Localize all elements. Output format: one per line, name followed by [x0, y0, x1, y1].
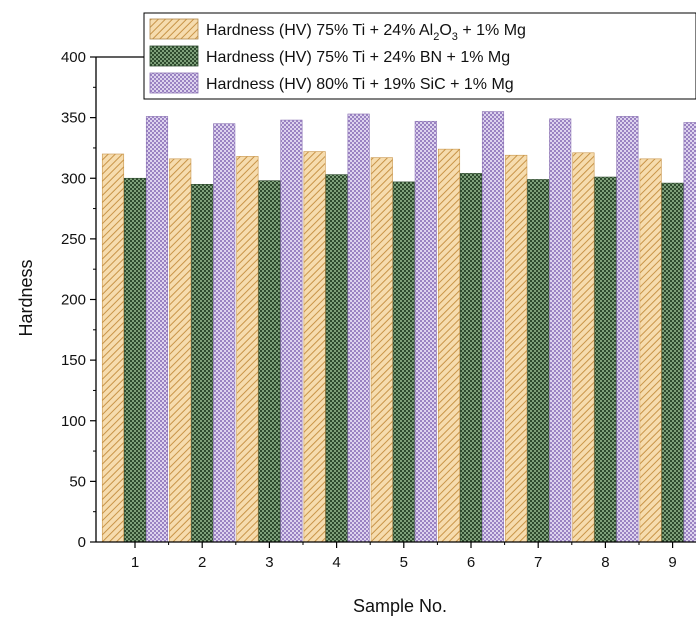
bar-series-1-sample-8 — [572, 152, 595, 543]
bar-series-3-sample-3 — [280, 119, 303, 543]
bar-series-1-sample-2 — [169, 158, 192, 543]
bar-series-1-sample-4 — [303, 151, 326, 543]
bar-series-2-sample-5 — [392, 181, 415, 543]
bar-series-3-sample-2 — [213, 123, 236, 543]
bar-series-1-sample-3 — [236, 156, 259, 543]
legend-swatch-series-2 — [149, 45, 199, 67]
x-tick-label: 4 — [332, 554, 340, 571]
y-tick-label: 100 — [61, 413, 86, 430]
x-ticks: 1 2 3 4 5 6 7 8 9 — [131, 542, 677, 571]
bar-series-2-sample-2 — [191, 184, 214, 543]
legend-label-series-2: Hardness (HV) 75% Ti + 24% BN + 1% Mg — [206, 49, 510, 66]
x-tick-label: 9 — [668, 554, 676, 571]
x-tick-label: 2 — [198, 554, 206, 571]
y-axis-title: Hardness — [16, 259, 36, 336]
legend-label-series-1: Hardness (HV) 75% Ti + 24% Al2O3 + 1% Mg — [206, 22, 526, 43]
x-tick-label: 3 — [265, 554, 273, 571]
bar-series-3-sample-5 — [414, 120, 437, 543]
y-tick-label: 50 — [69, 473, 86, 490]
legend-swatch-series-3 — [149, 72, 199, 94]
bars — [101, 111, 696, 543]
bar-series-3-sample-1 — [145, 116, 169, 543]
bar-series-3-sample-8 — [616, 116, 639, 543]
legend-label-series-3: Hardness (HV) 80% Ti + 19% SiC + 1% Mg — [206, 76, 514, 93]
y-tick-label: 250 — [61, 231, 86, 248]
x-tick-label: 5 — [400, 554, 408, 571]
bar-series-1-sample-9 — [639, 158, 662, 543]
bar-series-2-sample-4 — [325, 174, 348, 543]
bar-series-2-sample-1 — [123, 177, 147, 543]
bar-series-3-sample-7 — [549, 118, 572, 543]
bar-series-1-sample-7 — [505, 154, 528, 543]
bar-series-2-sample-9 — [661, 182, 684, 543]
y-tick-label: 200 — [61, 292, 86, 309]
y-tick-label: 0 — [78, 534, 86, 551]
bar-series-3-sample-6 — [481, 111, 505, 543]
x-axis-title: Sample No. — [353, 596, 447, 616]
y-ticks: 0 50 100 150 200 250 300 350 400 — [61, 49, 96, 551]
bar-series-2-sample-8 — [594, 176, 617, 543]
bar-series-1-sample-1 — [101, 153, 125, 543]
bar-series-2-sample-7 — [527, 179, 550, 543]
legend: Hardness (HV) 75% Ti + 24% Al2O3 + 1% Mg… — [143, 12, 696, 100]
bar-series-1-sample-5 — [370, 157, 393, 543]
y-tick-label: 400 — [61, 49, 86, 66]
legend-swatch-series-1 — [149, 18, 199, 40]
bar-series-3-sample-4 — [347, 113, 370, 543]
bar-series-1-sample-6 — [437, 148, 461, 543]
y-tick-label: 300 — [61, 170, 86, 187]
y-tick-label: 150 — [61, 352, 86, 369]
bar-series-2-sample-6 — [459, 173, 483, 543]
x-tick-label: 7 — [534, 554, 542, 571]
y-tick-label: 350 — [61, 110, 86, 127]
x-tick-label: 8 — [601, 554, 609, 571]
x-tick-label: 1 — [131, 554, 139, 571]
bar-series-2-sample-3 — [258, 180, 281, 543]
x-tick-label: 6 — [467, 554, 475, 571]
bar-series-3-sample-9 — [683, 122, 696, 543]
